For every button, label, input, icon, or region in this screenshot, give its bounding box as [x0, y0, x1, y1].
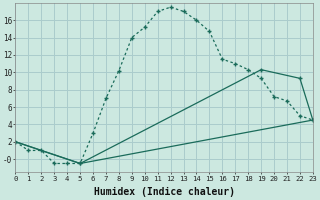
- X-axis label: Humidex (Indice chaleur): Humidex (Indice chaleur): [94, 187, 235, 197]
